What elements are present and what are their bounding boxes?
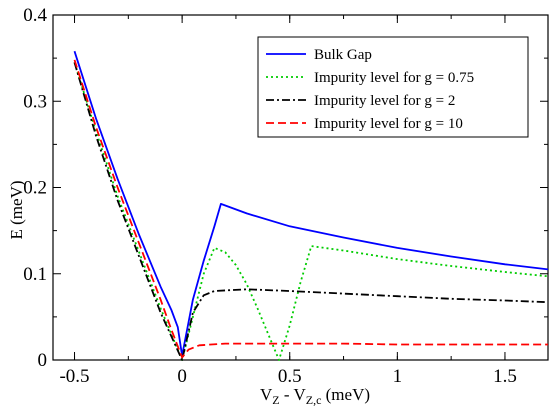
x-axis-label-part: (meV) <box>321 385 370 404</box>
legend-label: Impurity level for g = 2 <box>314 93 455 109</box>
y-tick-label: 0 <box>38 350 48 371</box>
x-axis-label-part: - V <box>280 385 307 404</box>
x-tick-label: 0.5 <box>278 366 302 387</box>
series-line-0 <box>73 50 549 357</box>
y-tick-label: 0.1 <box>23 264 47 285</box>
y-tick-label: 0.4 <box>23 5 47 26</box>
x-axis-label-subscript: Z,c <box>306 393 322 407</box>
legend-label: Impurity level for g = 0.75 <box>314 70 474 86</box>
legend: Bulk Gap Impurity level for g = 0.75 Impur… <box>257 36 529 138</box>
y-axis-label: E (meV) <box>7 180 26 239</box>
x-axis-label-subscript: Z <box>272 393 279 407</box>
axis-ticks: -0.5 0 0.5 1 1.5 0 0.1 0.2 0.3 0.4 <box>23 5 548 387</box>
x-tick-label: -0.5 <box>59 366 89 387</box>
series-line-2 <box>73 62 549 361</box>
x-tick-label: 1 <box>393 366 403 387</box>
x-tick-label: 1.5 <box>493 366 517 387</box>
y-tick-label: 0.2 <box>23 178 47 199</box>
series-group <box>73 50 549 361</box>
legend-label: Bulk Gap <box>314 47 372 63</box>
x-axis-label: VZ - VZ,c (meV) <box>260 385 370 407</box>
x-axis-label-part: V <box>260 385 273 404</box>
y-tick-label: 0.3 <box>23 91 47 112</box>
series-line-1 <box>73 62 549 361</box>
x-tick-label: 0 <box>177 366 187 387</box>
legend-label: Impurity level for g = 10 <box>314 116 463 132</box>
